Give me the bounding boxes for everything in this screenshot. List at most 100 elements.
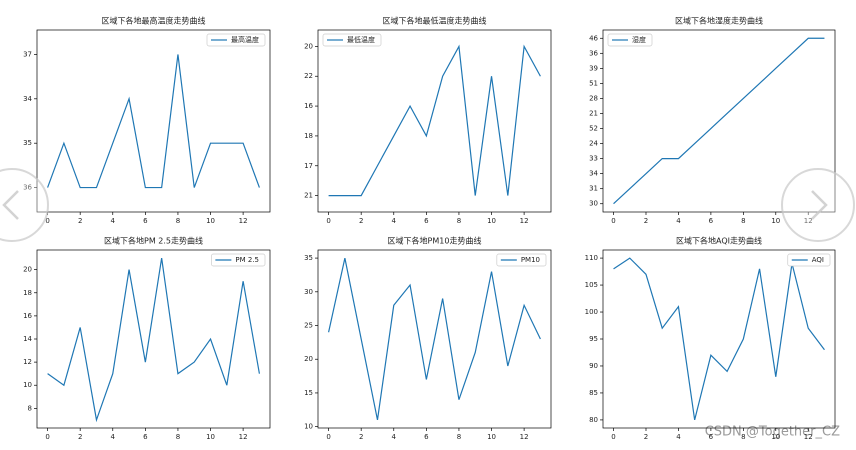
y-tick-label: 8	[28, 404, 32, 412]
x-tick-label: 12	[520, 433, 529, 441]
x-tick-label: 6	[709, 433, 714, 441]
y-tick-label: 10	[304, 423, 313, 431]
x-tick-label: 4	[111, 433, 116, 441]
x-tick-label: 4	[676, 217, 681, 225]
legend-box	[787, 253, 831, 267]
x-tick-label: 2	[78, 433, 82, 441]
y-tick-label: 34	[23, 95, 32, 103]
legend: 湿度	[607, 33, 653, 47]
x-tick-label: 12	[239, 433, 248, 441]
legend-label: PM10	[521, 256, 540, 264]
legend-label: 最高温度	[231, 35, 259, 44]
y-tick-label: 95	[589, 335, 598, 343]
x-tick-label: 8	[741, 217, 745, 225]
nav-arrow	[811, 190, 828, 220]
legend: 最高温度	[206, 33, 266, 47]
series-line	[613, 257, 825, 421]
legend-label: AQI	[812, 256, 824, 264]
series-line	[328, 44, 541, 197]
plot-frame	[317, 249, 552, 429]
x-tick-label: 2	[644, 433, 648, 441]
legend-box	[607, 33, 653, 47]
nav-button[interactable]	[0, 168, 49, 242]
y-tick-label: 18	[304, 132, 313, 140]
y-tick-label: 35	[304, 254, 313, 262]
y-tick-label: 110	[585, 254, 598, 262]
y-tick-label: 15	[304, 389, 313, 397]
y-tick-label: 36	[589, 49, 598, 57]
x-tick-label: 4	[392, 433, 397, 441]
x-tick-label: 0	[45, 217, 49, 225]
y-tick-label: 46	[589, 34, 598, 42]
y-tick-label: 14	[23, 335, 32, 343]
y-tick-label: 18	[23, 289, 32, 297]
legend-box	[322, 33, 382, 47]
chart-title: 区域下各地湿度走势曲线	[675, 16, 763, 26]
x-tick-label: 4	[111, 217, 116, 225]
legend-label: PM 2.5	[235, 256, 259, 264]
x-tick-label: 8	[457, 217, 461, 225]
y-tick-label: 36	[23, 184, 32, 192]
x-tick-label: 6	[424, 433, 429, 441]
x-tick-label: 8	[741, 433, 745, 441]
series-line	[613, 37, 825, 205]
y-tick-label: 17	[304, 162, 313, 170]
series-line	[47, 257, 260, 423]
legend-box	[211, 253, 266, 267]
y-tick-label: 21	[304, 192, 313, 200]
legend-box	[496, 253, 547, 267]
legend-label: 最低温度	[347, 35, 375, 44]
chart-title: 区域下各地AQI走势曲线	[676, 236, 762, 246]
y-tick-label: 16	[304, 102, 313, 110]
x-tick-label: 0	[326, 433, 330, 441]
series-line	[47, 54, 260, 189]
legend: 最低温度	[322, 33, 382, 47]
legend-box	[206, 33, 266, 47]
x-tick-label: 10	[771, 217, 780, 225]
chart-title: 区域下各地最高温度走势曲线	[102, 16, 206, 26]
x-tick-label: 6	[143, 217, 148, 225]
x-tick-label: 10	[487, 217, 496, 225]
y-tick-label: 33	[589, 155, 598, 163]
x-tick-label: 10	[487, 433, 496, 441]
x-tick-label: 0	[326, 217, 330, 225]
y-tick-label: 34	[589, 170, 598, 178]
y-tick-label: 22	[304, 72, 313, 80]
x-tick-label: 8	[176, 217, 180, 225]
y-tick-label: 28	[589, 94, 598, 102]
y-tick-label: 21	[589, 109, 598, 117]
chart-title: 区域下各地PM 2.5走势曲线	[104, 236, 203, 246]
y-tick-label: 35	[23, 139, 32, 147]
x-tick-label: 0	[45, 433, 49, 441]
y-tick-label: 12	[23, 358, 32, 366]
legend: AQI	[787, 253, 831, 267]
y-tick-label: 10	[23, 381, 32, 389]
y-tick-label: 31	[589, 185, 598, 193]
series-line	[328, 257, 541, 421]
x-tick-label: 12	[520, 217, 529, 225]
y-tick-label: 90	[589, 362, 598, 370]
x-tick-label: 6	[709, 217, 714, 225]
y-tick-label: 20	[304, 355, 313, 363]
x-tick-label: 12	[239, 217, 248, 225]
chart-title: 区域下各地最低温度走势曲线	[383, 16, 487, 26]
y-tick-label: 37	[23, 50, 32, 58]
legend-label: 湿度	[632, 35, 646, 44]
x-tick-label: 10	[206, 217, 215, 225]
y-tick-label: 105	[585, 281, 598, 289]
x-tick-label: 2	[78, 217, 82, 225]
y-tick-label: 30	[589, 200, 598, 208]
y-tick-label: 16	[23, 312, 32, 320]
plot-frame	[36, 249, 271, 429]
y-tick-label: 20	[23, 266, 32, 274]
x-tick-label: 10	[206, 433, 215, 441]
x-tick-label: 4	[392, 217, 397, 225]
x-tick-label: 12	[804, 433, 813, 441]
nav-arrow	[2, 190, 19, 220]
nav-button[interactable]	[781, 168, 855, 242]
y-tick-label: 39	[589, 64, 598, 72]
y-tick-label: 51	[589, 79, 598, 87]
x-tick-label: 6	[143, 433, 148, 441]
legend: PM 2.5	[211, 253, 266, 267]
